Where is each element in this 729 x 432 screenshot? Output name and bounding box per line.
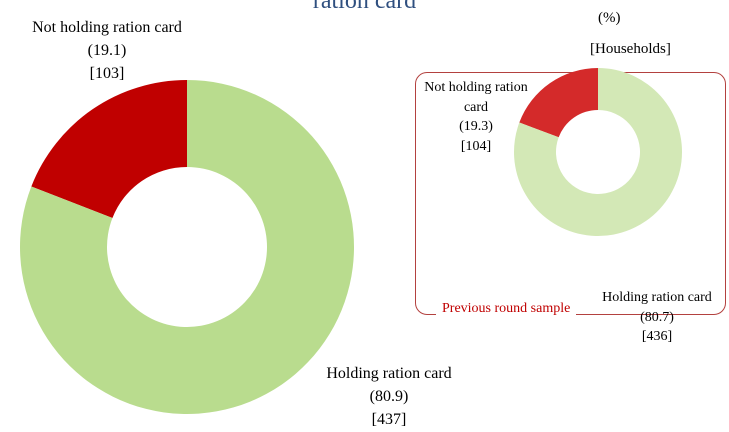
unit-label: (%) <box>598 10 621 26</box>
chart-title: ration card <box>312 0 417 14</box>
data-label: Holding ration card (80.7) [436] <box>584 288 729 347</box>
data-label: Holding ration card (80.9) [437] <box>300 362 478 432</box>
donut-slice <box>20 80 354 415</box>
donut-slice <box>519 68 598 138</box>
category-label: Holding ration card <box>602 290 712 305</box>
data-label: Not holding ration card (19.1) [103] <box>0 16 214 86</box>
count-label: [103] <box>89 65 125 83</box>
donut-slice <box>514 68 683 236</box>
count-label: [436] <box>641 329 673 345</box>
category-label: Holding ration card <box>326 365 452 382</box>
value-label: (19.1) <box>87 42 127 60</box>
data-label: Not holding ration card (19.3) [104] <box>420 78 532 156</box>
annotation: Previous round sample <box>436 301 577 317</box>
value-label: (19.3) <box>459 119 493 135</box>
category-label: Not holding ration card <box>424 80 528 115</box>
value-label: (80.7) <box>640 309 674 325</box>
count-label: [104] <box>460 138 492 154</box>
base-label: [Households] <box>590 41 671 57</box>
donut-slice <box>31 79 188 219</box>
category-label: Not holding ration card <box>32 19 182 36</box>
count-label: [437] <box>371 411 407 429</box>
value-label: (80.9) <box>369 388 409 406</box>
